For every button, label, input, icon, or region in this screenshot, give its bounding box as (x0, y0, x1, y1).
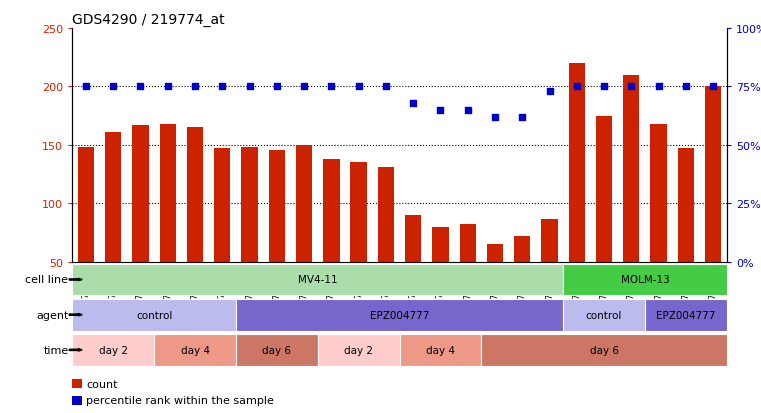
Bar (236, 299, 563, 331)
Bar (132, 126, 148, 320)
Text: day 6: day 6 (263, 345, 291, 355)
Text: control: control (586, 310, 622, 320)
Point (435, 107, 447, 114)
Bar (541, 219, 558, 320)
Bar (72, 334, 154, 366)
Bar (678, 149, 694, 320)
Bar (645, 299, 727, 331)
Text: day 2: day 2 (99, 345, 128, 355)
Text: cell line: cell line (25, 275, 68, 285)
Bar (78, 148, 94, 320)
Point (626, 84, 638, 90)
Text: MOLM-13: MOLM-13 (620, 275, 670, 285)
Bar (596, 116, 613, 320)
Bar (318, 334, 400, 366)
Bar (482, 334, 727, 366)
Bar (154, 334, 236, 366)
Point (380, 84, 392, 90)
Bar (651, 125, 667, 320)
Point (680, 84, 692, 90)
Bar (160, 125, 176, 320)
Point (652, 84, 664, 90)
Point (216, 84, 228, 90)
Bar (405, 216, 422, 320)
Point (707, 84, 719, 90)
Point (189, 84, 201, 90)
Bar (563, 264, 727, 296)
Text: day 4: day 4 (180, 345, 209, 355)
Text: EPZ004777: EPZ004777 (370, 310, 429, 320)
Bar (351, 163, 367, 320)
Point (571, 84, 583, 90)
Bar (269, 150, 285, 320)
Point (107, 84, 119, 90)
Point (489, 114, 501, 121)
Text: MV4-11: MV4-11 (298, 275, 338, 285)
Bar (568, 64, 585, 320)
Bar (705, 87, 721, 320)
Point (598, 84, 610, 90)
Bar (236, 334, 318, 366)
Text: time: time (43, 345, 68, 355)
Bar (377, 168, 394, 320)
Bar (72, 264, 563, 296)
Bar (400, 334, 482, 366)
Bar (323, 159, 339, 320)
Bar (72, 299, 236, 331)
Bar (623, 76, 639, 320)
Text: day 2: day 2 (344, 345, 373, 355)
Point (407, 100, 419, 107)
Text: count: count (86, 379, 117, 389)
Bar (514, 237, 530, 320)
Bar (241, 148, 258, 320)
Text: GDS4290 / 219774_at: GDS4290 / 219774_at (72, 12, 225, 26)
Point (161, 84, 174, 90)
Bar (487, 245, 503, 320)
Point (352, 84, 365, 90)
Point (271, 84, 283, 90)
Bar (187, 128, 203, 320)
Point (135, 84, 147, 90)
Text: percentile rank within the sample: percentile rank within the sample (86, 395, 274, 405)
Bar (105, 133, 122, 320)
Point (244, 84, 256, 90)
Text: agent: agent (36, 310, 68, 320)
Bar (432, 227, 449, 320)
Text: day 4: day 4 (426, 345, 455, 355)
Point (516, 114, 528, 121)
Text: EPZ004777: EPZ004777 (656, 310, 715, 320)
Point (462, 107, 474, 114)
Point (298, 84, 310, 90)
Point (543, 89, 556, 95)
Bar (296, 145, 312, 320)
Bar (214, 149, 231, 320)
Text: day 6: day 6 (590, 345, 619, 355)
Point (325, 84, 337, 90)
Point (80, 84, 92, 90)
Bar (563, 299, 645, 331)
Text: control: control (136, 310, 172, 320)
Bar (460, 225, 476, 320)
